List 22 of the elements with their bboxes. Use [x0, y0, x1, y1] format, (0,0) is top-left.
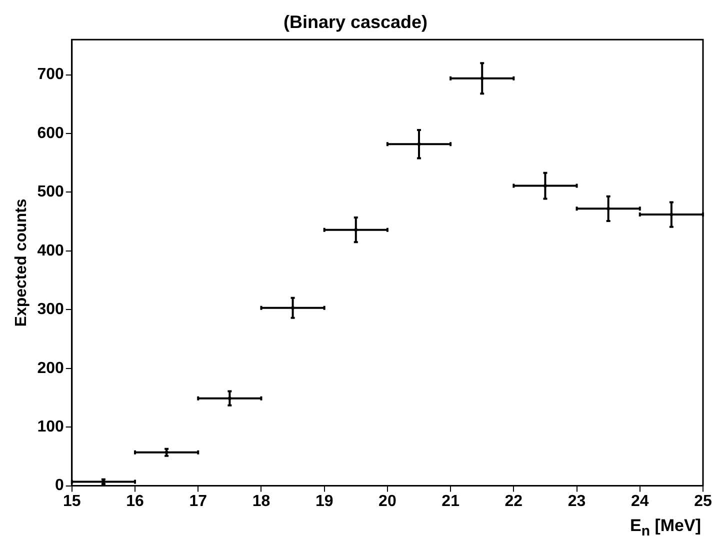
y-axis-title: Expected counts	[13, 198, 30, 327]
y-tick-label: 600	[37, 124, 64, 142]
y-tick-label: 200	[37, 360, 64, 377]
y-tick-label: 400	[37, 242, 64, 260]
y-tick-label: 700	[37, 66, 64, 84]
chart-title: (Binary cascade)	[283, 12, 428, 32]
x-tick-label: 17	[189, 492, 208, 510]
y-tick-label: 300	[37, 301, 64, 318]
y-tick-label: 0	[54, 477, 64, 494]
x-tick-label: 21	[442, 492, 460, 510]
x-tick-label: 20	[378, 492, 396, 510]
x-tick-label: 15	[62, 492, 81, 510]
x-tick-label: 16	[126, 492, 144, 510]
x-tick-label: 25	[694, 492, 712, 510]
y-tick-label: 100	[37, 418, 64, 436]
x-tick-label: 23	[568, 492, 586, 510]
y-tick-label: 500	[37, 184, 64, 201]
x-tick-label: 22	[504, 492, 523, 510]
x-tick-label: 24	[630, 492, 649, 510]
x-axis-title: E$_{n}$ [MeV]	[630, 516, 701, 539]
x-tick-label: 18	[252, 492, 270, 510]
x-tick-label: 19	[315, 492, 334, 510]
